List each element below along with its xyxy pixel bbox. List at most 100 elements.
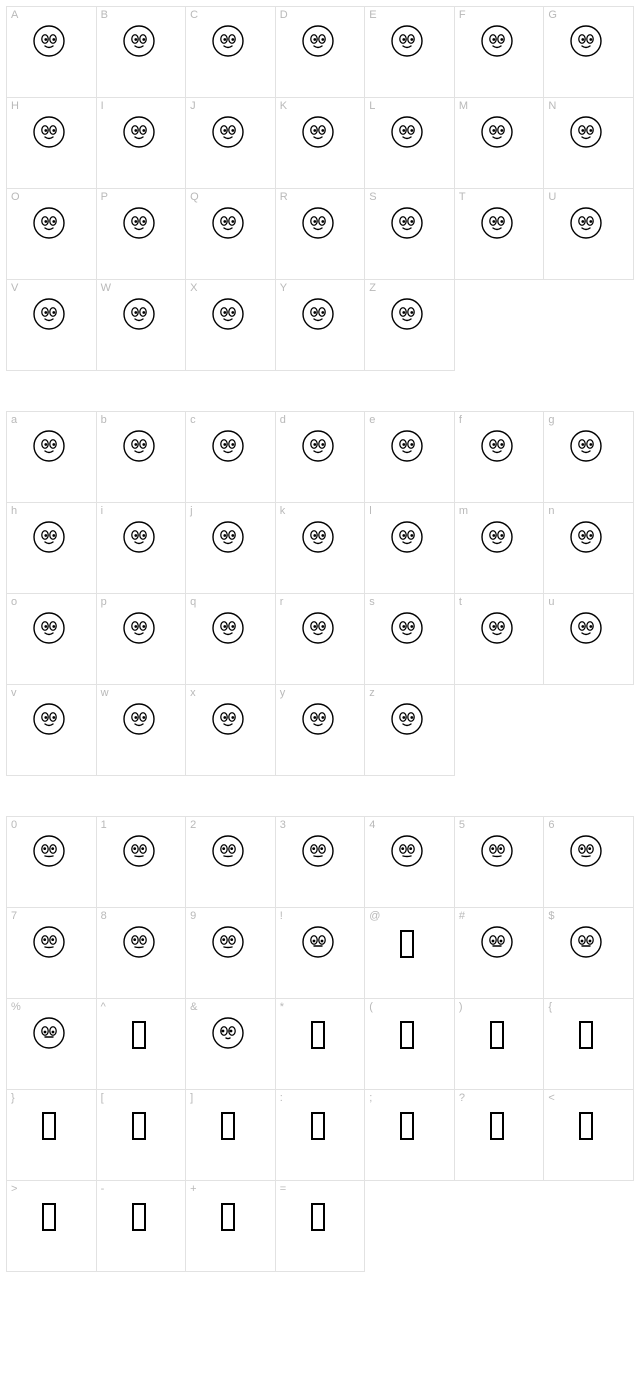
cell-label: G xyxy=(548,9,557,21)
face-glyph-icon xyxy=(27,1011,71,1055)
face-glyph-icon xyxy=(385,110,429,154)
cell-label: } xyxy=(11,1092,15,1104)
missing-glyph-icon xyxy=(564,1102,608,1146)
face-glyph-icon xyxy=(27,19,71,63)
cell-label: V xyxy=(11,282,18,294)
face-glyph-icon xyxy=(206,920,250,964)
cell-label: v xyxy=(11,687,17,699)
cell-label: X xyxy=(190,282,197,294)
cell-label: % xyxy=(11,1001,21,1013)
cell-label: n xyxy=(548,505,554,517)
glyph-cell: o xyxy=(7,594,97,685)
cell-label: p xyxy=(101,596,107,608)
cell-label: u xyxy=(548,596,554,608)
glyph-cell: % xyxy=(7,999,97,1090)
glyph-cell: ] xyxy=(186,1090,276,1181)
missing-glyph-icon xyxy=(564,1011,608,1055)
cell-label: a xyxy=(11,414,17,426)
glyph-cell: M xyxy=(455,98,545,189)
missing-glyph-icon xyxy=(385,1011,429,1055)
glyph-cell: K xyxy=(276,98,366,189)
cell-label: N xyxy=(548,100,556,112)
glyph-cell: A xyxy=(7,7,97,98)
face-glyph-icon xyxy=(117,829,161,873)
glyph-cell: 1 xyxy=(97,817,187,908)
face-glyph-icon xyxy=(564,920,608,964)
face-glyph-icon xyxy=(206,515,250,559)
glyph-cell: d xyxy=(276,412,366,503)
face-glyph-icon xyxy=(27,424,71,468)
cell-label: z xyxy=(369,687,375,699)
glyph-cell: N xyxy=(544,98,634,189)
glyph-cell: < xyxy=(544,1090,634,1181)
cell-label: ? xyxy=(459,1092,465,1104)
face-glyph-icon xyxy=(27,606,71,650)
missing-glyph-icon xyxy=(206,1193,250,1237)
glyph-grid: A B C D E F xyxy=(6,6,634,371)
glyph-cell: 5 xyxy=(455,817,545,908)
glyph-cell: k xyxy=(276,503,366,594)
missing-glyph-icon xyxy=(27,1193,71,1237)
glyph-section-lowercase: a b c d e f xyxy=(6,411,634,776)
cell-label: y xyxy=(280,687,286,699)
face-glyph-icon xyxy=(27,920,71,964)
face-glyph-icon xyxy=(206,1011,250,1055)
cell-label: i xyxy=(101,505,103,517)
cell-label: * xyxy=(280,1001,284,1013)
glyph-cell xyxy=(455,685,545,776)
notdef-box-icon xyxy=(490,1112,504,1140)
cell-label: l xyxy=(369,505,371,517)
face-glyph-icon xyxy=(206,292,250,336)
cell-label: { xyxy=(548,1001,552,1013)
face-glyph-icon xyxy=(27,697,71,741)
glyph-cell: G xyxy=(544,7,634,98)
missing-glyph-icon xyxy=(385,920,429,964)
glyph-cell: + xyxy=(186,1181,276,1272)
face-glyph-icon xyxy=(475,424,519,468)
cell-label: 7 xyxy=(11,910,17,922)
face-glyph-icon xyxy=(206,424,250,468)
glyph-cell: g xyxy=(544,412,634,503)
face-glyph-icon xyxy=(475,110,519,154)
face-glyph-icon xyxy=(206,829,250,873)
cell-label: E xyxy=(369,9,376,21)
notdef-box-icon xyxy=(311,1112,325,1140)
cell-label: 5 xyxy=(459,819,465,831)
glyph-cell: T xyxy=(455,189,545,280)
face-glyph-icon xyxy=(296,515,340,559)
cell-label: I xyxy=(101,100,104,112)
glyph-cell: m xyxy=(455,503,545,594)
cell-label: r xyxy=(280,596,284,608)
glyph-section-uppercase: A B C D E F xyxy=(6,6,634,371)
face-glyph-icon xyxy=(27,110,71,154)
cell-label: 1 xyxy=(101,819,107,831)
glyph-cell: * xyxy=(276,999,366,1090)
face-glyph-icon xyxy=(296,829,340,873)
face-glyph-icon xyxy=(564,606,608,650)
glyph-cell: 0 xyxy=(7,817,97,908)
cell-label: Z xyxy=(369,282,376,294)
notdef-box-icon xyxy=(400,1021,414,1049)
cell-label: P xyxy=(101,191,108,203)
notdef-box-icon xyxy=(132,1112,146,1140)
face-glyph-icon xyxy=(385,697,429,741)
notdef-box-icon xyxy=(42,1203,56,1231)
cell-label: ! xyxy=(280,910,283,922)
glyph-cell: y xyxy=(276,685,366,776)
face-glyph-icon xyxy=(564,110,608,154)
glyph-cell: c xyxy=(186,412,276,503)
notdef-box-icon xyxy=(221,1203,235,1231)
face-glyph-icon xyxy=(475,515,519,559)
cell-label: c xyxy=(190,414,196,426)
glyph-cell: $ xyxy=(544,908,634,999)
face-glyph-icon xyxy=(475,829,519,873)
cell-label: J xyxy=(190,100,196,112)
glyph-cell: P xyxy=(97,189,187,280)
glyph-cell xyxy=(365,1181,455,1272)
glyph-cell: O xyxy=(7,189,97,280)
cell-label: j xyxy=(190,505,192,517)
glyph-cell: l xyxy=(365,503,455,594)
glyph-cell: ) xyxy=(455,999,545,1090)
cell-label: - xyxy=(101,1183,105,1195)
notdef-box-icon xyxy=(132,1021,146,1049)
